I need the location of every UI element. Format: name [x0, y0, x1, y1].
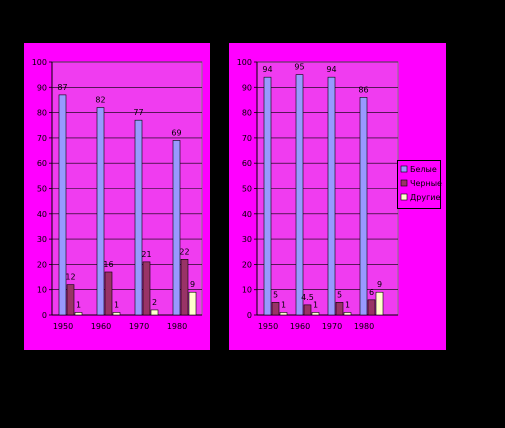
data-label: 95 — [294, 63, 304, 72]
bar-white — [96, 107, 105, 316]
bar-white — [172, 140, 181, 316]
right-chart-panel: 0 10 20 30 40 50 60 70 80 90 100 94 5 1 1950 95 4.5 1 1960… — [229, 43, 446, 350]
data-label: 21 — [141, 250, 151, 259]
y-tick-label: 20 — [37, 260, 47, 269]
bar-white — [263, 76, 272, 316]
bar-white — [359, 97, 368, 316]
y-tick-label: 20 — [242, 260, 252, 269]
bar-other — [279, 312, 288, 316]
y-tick-label: 90 — [37, 83, 47, 92]
y-tick-label: 40 — [37, 210, 47, 219]
legend: Белые Черные Другие — [397, 160, 442, 209]
bar-other — [74, 312, 83, 316]
legend-label: Другие — [410, 193, 440, 202]
data-label: 16 — [103, 260, 113, 269]
y-tick-label: 0 — [247, 311, 252, 320]
legend-label: Белые — [410, 165, 437, 174]
bar-white — [295, 74, 304, 316]
data-label: 9 — [190, 280, 195, 289]
bar-other — [375, 291, 384, 316]
bar-white — [327, 76, 336, 316]
data-label: 1 — [114, 300, 119, 309]
data-label: 86 — [358, 85, 368, 94]
legend-label: Черные — [410, 179, 442, 188]
bar-other — [150, 309, 159, 316]
bar-white — [134, 119, 143, 316]
data-label: 1 — [281, 300, 286, 309]
bar-black — [303, 304, 312, 316]
right-chart: 010203040506070809010094511950954.511960… — [237, 58, 399, 331]
data-label: 4.5 — [301, 293, 314, 302]
data-label: 69 — [171, 128, 181, 137]
legend-swatch — [400, 179, 408, 187]
bar-other — [343, 312, 352, 316]
bar-white — [58, 94, 67, 316]
y-tick-label: 100 — [32, 58, 47, 67]
x-category-label: 1950 — [258, 322, 278, 331]
y-tick-label: 80 — [37, 109, 47, 118]
data-label: 12 — [65, 273, 75, 282]
x-category-label: 1970 — [129, 322, 149, 331]
y-tick-label: 90 — [242, 83, 252, 92]
bar-black — [66, 284, 75, 316]
x-category-label: 1960 — [91, 322, 111, 331]
data-label: 94 — [326, 65, 336, 74]
y-tick-label: 10 — [242, 286, 252, 295]
legend-swatch — [400, 193, 408, 201]
y-tick-label: 0 — [42, 311, 47, 320]
data-label: 1 — [345, 300, 350, 309]
bar-black — [367, 299, 376, 316]
y-tick-label: 60 — [242, 159, 252, 168]
data-label: 82 — [95, 96, 105, 105]
bar-other — [188, 291, 197, 316]
y-tick-label: 70 — [37, 134, 47, 143]
y-tick-label: 30 — [37, 235, 47, 244]
bar-black — [104, 271, 113, 316]
x-category-label: 1980 — [354, 322, 374, 331]
y-tick-label: 50 — [37, 185, 47, 194]
data-label: 77 — [133, 108, 143, 117]
data-label: 5 — [273, 290, 278, 299]
y-tick-label: 80 — [242, 109, 252, 118]
bar-black — [180, 259, 189, 316]
data-label: 94 — [262, 65, 272, 74]
y-tick-label: 30 — [242, 235, 252, 244]
left-chart-panel: 0 10 20 30 40 50 60 70 80 90 100 87 12 1 1950 82 16 1 1960… — [24, 43, 210, 350]
left-chart: 0102030405060708090100871211950821611960… — [32, 58, 203, 331]
x-category-label: 1960 — [290, 322, 310, 331]
y-tick-label: 10 — [37, 286, 47, 295]
data-label: 87 — [57, 83, 67, 92]
data-label: 2 — [152, 298, 157, 307]
y-tick-label: 70 — [242, 134, 252, 143]
bar-black — [142, 261, 151, 316]
data-label: 5 — [337, 290, 342, 299]
y-tick-label: 60 — [37, 159, 47, 168]
data-label: 22 — [179, 247, 189, 256]
x-category-label: 1980 — [167, 322, 187, 331]
y-tick-label: 50 — [242, 185, 252, 194]
bar-other — [112, 312, 121, 316]
bar-other — [311, 312, 320, 316]
bar-black — [271, 302, 280, 316]
x-category-label: 1970 — [322, 322, 342, 331]
x-category-label: 1950 — [53, 322, 73, 331]
y-tick-label: 100 — [237, 58, 252, 67]
bar-black — [335, 302, 344, 316]
legend-swatch — [400, 165, 408, 173]
data-label: 6 — [369, 288, 374, 297]
data-label: 1 — [76, 300, 81, 309]
legend-items: Белые Черные Другие — [400, 165, 442, 202]
data-label: 9 — [377, 280, 382, 289]
y-tick-label: 40 — [242, 210, 252, 219]
data-label: 1 — [313, 300, 318, 309]
